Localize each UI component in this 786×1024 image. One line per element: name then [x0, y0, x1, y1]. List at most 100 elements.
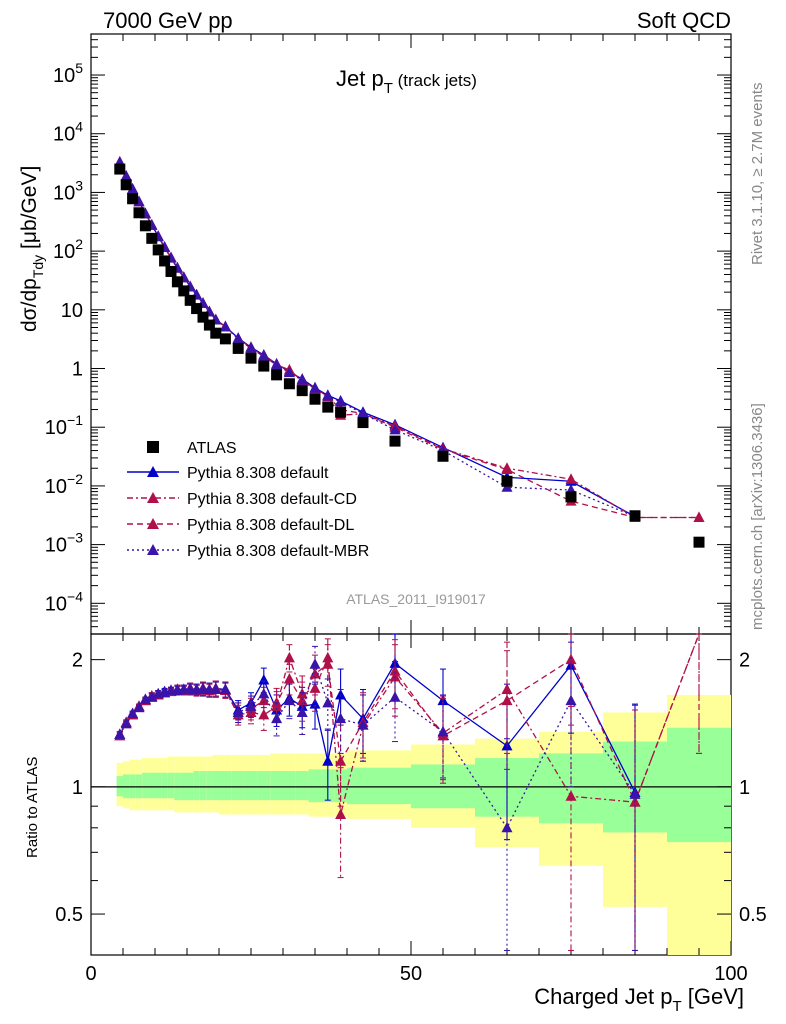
plot-title: Jet pT (track jets) — [336, 66, 477, 97]
series-marker-mbr — [127, 183, 139, 194]
legend-marker-dl — [147, 518, 159, 529]
y-tick-label: 1 — [72, 359, 83, 381]
atlas-data-point — [501, 475, 513, 487]
ratio-marker-mbr — [271, 712, 283, 724]
y-axis-label-main: dσ/dp — [18, 278, 41, 332]
atlas-data-point — [191, 303, 203, 315]
ratio-marker-mbr — [127, 707, 139, 719]
ratio-y-tick-label-right: 2 — [739, 650, 750, 672]
series-marker-mbr — [232, 332, 244, 344]
ratio-band-inner — [295, 771, 309, 801]
ratio-marker-cd — [389, 670, 401, 682]
series-marker-mbr — [120, 170, 132, 181]
ratio-marker-dl — [322, 658, 334, 669]
atlas-data-point — [152, 244, 164, 256]
ratio-y-tick-label-left: 0.5 — [55, 904, 83, 926]
series-line-default — [119, 161, 636, 518]
mcplots-reference: mcplots.cern.ch [arXiv:1306.3436] — [749, 403, 766, 630]
ratio-marker-mbr — [565, 694, 577, 706]
ratio-marker-cd — [283, 651, 295, 663]
ratio-marker-mbr — [437, 725, 449, 737]
y-axis-label: dσ/dpTdy [μb/GeV] — [18, 166, 46, 332]
atlas-data-point — [565, 491, 577, 503]
series-marker-mbr — [219, 320, 231, 332]
ratio-band-inner — [167, 772, 175, 799]
plot-title-main: Jet p — [336, 66, 384, 91]
ratio-marker-dl — [389, 665, 401, 676]
legend-label-atlas: ATLAS — [187, 440, 237, 457]
ratio-band-inner — [257, 771, 271, 801]
series-line-mbr — [119, 161, 636, 518]
x-axis-label-sub: T — [672, 998, 681, 1015]
atlas-data-point — [258, 360, 270, 372]
atlas-data-point — [322, 401, 334, 413]
atlas-data-point — [114, 163, 126, 175]
atlas-data-point — [283, 378, 295, 390]
ratio-marker-mbr — [357, 719, 369, 730]
x-axis-label: Charged Jet pT [GeV] — [534, 984, 744, 1015]
series-marker-mbr — [296, 374, 308, 385]
atlas-data-point — [203, 319, 215, 331]
ratio-marker-dl — [271, 696, 283, 708]
ratio-marker-cd — [335, 808, 347, 820]
ratio-band-inner — [219, 771, 232, 801]
main-series-layer — [114, 155, 705, 548]
atlas-data-point — [437, 450, 449, 462]
x-tick-label: 100 — [714, 963, 747, 985]
ratio-band-inner — [347, 767, 379, 805]
header-right: Soft QCD — [637, 8, 731, 33]
atlas-data-point — [389, 435, 401, 447]
x-tick-label: 0 — [85, 963, 96, 985]
ratio-marker-mbr — [210, 683, 222, 694]
ratio-marker-mbr — [219, 683, 231, 694]
x-axis-label-main: Charged Jet p — [534, 984, 672, 1009]
ratio-marker-mbr — [283, 694, 295, 706]
ratio-y-tick-label-left: 1 — [72, 777, 83, 799]
ratio-marker-mbr — [232, 706, 244, 717]
legend-label-dl: Pythia 8.308 default-DL — [187, 517, 354, 534]
atlas-data-point — [139, 220, 151, 232]
ratio-marker-dl — [335, 755, 347, 766]
atlas-data-point — [693, 536, 705, 548]
legend-label-cd: Pythia 8.308 default-CD — [187, 491, 357, 508]
atlas-data-point — [165, 265, 177, 277]
atlas-data-point — [120, 179, 132, 191]
series-marker-mbr — [258, 350, 270, 361]
ratio-band-inner — [283, 771, 296, 801]
atlas-data-point — [184, 294, 196, 306]
y-axis-label-sub: Tdy — [30, 255, 46, 278]
ratio-marker-mbr — [335, 712, 347, 724]
series-marker-mbr — [389, 423, 401, 435]
ratio-y-tick-label-right: 1 — [739, 777, 750, 799]
ratio-band-inner — [212, 771, 219, 801]
series-marker-mbr — [357, 407, 369, 419]
ratio-marker-mbr — [258, 687, 270, 699]
ratio-marker-default — [322, 755, 334, 766]
ratio-y-tick-label-right: 0.5 — [739, 904, 767, 926]
atlas-data-point — [171, 276, 183, 288]
ratio-marker-mbr — [501, 821, 513, 833]
ratio-marker-mbr — [120, 717, 132, 729]
ratio-uncertainty-bands — [91, 694, 731, 955]
ratio-y-axis-label: Ratio to ATLAS — [24, 757, 41, 858]
y-tick-label: 10−1 — [45, 412, 83, 439]
x-tick-label: 50 — [400, 963, 422, 985]
legend-label-mbr: Pythia 8.308 default-MBR — [187, 543, 369, 560]
ratio-marker-default — [335, 688, 347, 700]
y-tick-label: 105 — [53, 60, 83, 87]
y-tick-label: 103 — [53, 177, 83, 204]
series-marker-mbr — [245, 342, 257, 353]
ratio-band-inner — [116, 776, 123, 797]
ratio-band-inner — [199, 771, 207, 801]
atlas-data-point — [146, 232, 158, 244]
legend-marker-default — [147, 466, 159, 477]
analysis-label: ATLAS_2011_I919017 — [346, 591, 486, 607]
ratio-band-inner — [142, 772, 149, 799]
ratio-marker-default — [309, 698, 321, 709]
ratio-marker-mbr — [322, 696, 334, 708]
y-tick-label: 10 — [61, 300, 83, 322]
ratio-marker-cd — [565, 790, 577, 801]
ratio-band-inner — [193, 771, 200, 801]
series-marker-mbr — [335, 395, 347, 407]
series-marker-dl — [501, 463, 513, 475]
